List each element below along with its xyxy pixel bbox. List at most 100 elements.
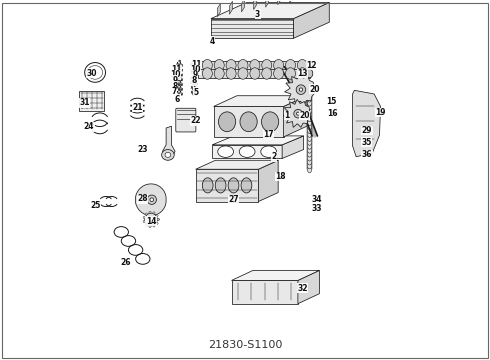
Ellipse shape	[153, 225, 155, 227]
Ellipse shape	[250, 68, 260, 79]
Text: 32: 32	[297, 284, 308, 293]
Polygon shape	[284, 96, 307, 137]
Polygon shape	[135, 184, 166, 216]
Ellipse shape	[273, 68, 284, 79]
Ellipse shape	[145, 213, 147, 215]
Ellipse shape	[165, 152, 171, 157]
Polygon shape	[163, 126, 175, 156]
Ellipse shape	[149, 225, 151, 228]
Ellipse shape	[228, 178, 239, 193]
Ellipse shape	[307, 118, 312, 126]
Ellipse shape	[162, 149, 174, 160]
Ellipse shape	[307, 134, 312, 141]
Ellipse shape	[307, 150, 312, 157]
Ellipse shape	[193, 84, 195, 86]
Text: 11: 11	[172, 65, 182, 74]
Ellipse shape	[307, 83, 312, 90]
Text: 35: 35	[362, 138, 372, 147]
Text: 31: 31	[79, 98, 90, 107]
Ellipse shape	[214, 59, 224, 71]
Ellipse shape	[297, 68, 307, 79]
Text: 21: 21	[132, 103, 143, 112]
Ellipse shape	[262, 112, 279, 132]
Ellipse shape	[238, 68, 248, 79]
Ellipse shape	[273, 59, 284, 71]
Text: 23: 23	[138, 145, 148, 154]
Ellipse shape	[307, 122, 312, 130]
Text: 6: 6	[174, 95, 179, 104]
Polygon shape	[214, 96, 307, 107]
Ellipse shape	[148, 217, 154, 222]
Text: 3: 3	[255, 10, 260, 19]
Text: 1: 1	[284, 111, 290, 120]
Ellipse shape	[219, 112, 236, 132]
Ellipse shape	[193, 69, 195, 71]
Ellipse shape	[307, 130, 312, 138]
Ellipse shape	[307, 99, 312, 106]
Polygon shape	[254, 0, 257, 10]
Ellipse shape	[297, 59, 307, 71]
Ellipse shape	[307, 154, 312, 161]
Ellipse shape	[193, 89, 195, 90]
Polygon shape	[285, 74, 315, 105]
Ellipse shape	[307, 91, 312, 98]
Ellipse shape	[145, 213, 157, 226]
Polygon shape	[290, 0, 293, 3]
Text: 5: 5	[194, 87, 198, 96]
Polygon shape	[266, 0, 269, 7]
Ellipse shape	[179, 75, 181, 76]
Ellipse shape	[307, 111, 312, 118]
Text: 19: 19	[375, 108, 386, 117]
Polygon shape	[198, 69, 310, 78]
Ellipse shape	[261, 146, 276, 157]
Ellipse shape	[145, 224, 147, 226]
Polygon shape	[211, 3, 329, 19]
FancyBboxPatch shape	[79, 91, 104, 111]
Polygon shape	[242, 0, 245, 12]
Text: 36: 36	[362, 150, 372, 159]
Ellipse shape	[193, 75, 195, 76]
Ellipse shape	[307, 142, 312, 149]
Ellipse shape	[147, 195, 156, 204]
Ellipse shape	[143, 216, 145, 219]
Ellipse shape	[307, 114, 312, 122]
Ellipse shape	[202, 178, 213, 193]
Text: 20: 20	[310, 85, 320, 94]
Ellipse shape	[240, 112, 257, 132]
Text: 4: 4	[209, 37, 215, 46]
Ellipse shape	[226, 68, 236, 79]
Text: 29: 29	[362, 126, 372, 135]
Text: 20: 20	[299, 111, 309, 120]
Text: 21830-S1100: 21830-S1100	[208, 340, 282, 350]
Text: 2: 2	[271, 152, 276, 161]
Polygon shape	[278, 0, 281, 5]
Text: 14: 14	[146, 217, 156, 226]
Ellipse shape	[250, 59, 260, 71]
Ellipse shape	[179, 69, 181, 71]
Text: 15: 15	[327, 96, 337, 105]
Text: 18: 18	[275, 172, 286, 181]
Text: 25: 25	[90, 201, 100, 210]
Polygon shape	[229, 1, 232, 14]
Ellipse shape	[307, 95, 312, 102]
Polygon shape	[196, 169, 258, 202]
Ellipse shape	[307, 103, 312, 110]
Text: 34: 34	[312, 194, 322, 203]
Ellipse shape	[153, 212, 155, 214]
Text: 22: 22	[190, 116, 201, 125]
Text: 11: 11	[191, 60, 202, 69]
Ellipse shape	[306, 69, 313, 78]
Ellipse shape	[156, 222, 158, 224]
Ellipse shape	[307, 126, 312, 134]
Ellipse shape	[299, 88, 303, 91]
Ellipse shape	[307, 146, 312, 153]
Ellipse shape	[307, 87, 312, 94]
Ellipse shape	[239, 146, 255, 157]
Ellipse shape	[157, 219, 159, 221]
Ellipse shape	[218, 146, 234, 157]
Ellipse shape	[262, 68, 272, 79]
Polygon shape	[298, 270, 319, 304]
FancyBboxPatch shape	[176, 108, 196, 132]
Ellipse shape	[193, 79, 195, 81]
Ellipse shape	[202, 68, 212, 79]
